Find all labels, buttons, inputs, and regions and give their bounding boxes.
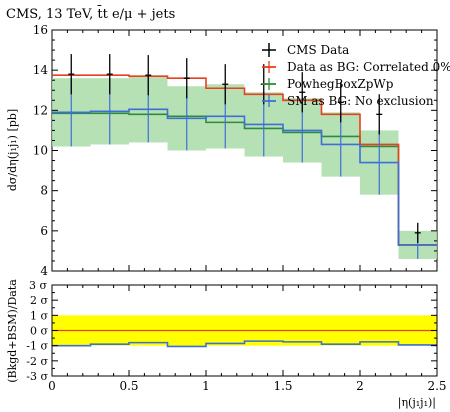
main-y-axis-label: dσ/dη(j₁j₁) [pb] xyxy=(6,109,19,191)
ratio-y-tick-label: 2 σ xyxy=(30,294,48,307)
x-axis-label: |η(j₁j₁)| xyxy=(398,396,436,410)
ratio-y-tick-label: 1 σ xyxy=(30,309,48,322)
legend-label: PowhegBoxZpWp xyxy=(287,77,394,91)
y-tick-label: 4 xyxy=(40,264,48,278)
chart-title: CMS, 13 TeV, t̄t e/μ + jets xyxy=(6,5,175,22)
ratio-y-tick-label: -2 σ xyxy=(26,355,48,368)
y-tick-label: 8 xyxy=(40,184,48,198)
legend-label: SM as BG: No exclusion xyxy=(287,94,434,108)
y-tick-label: 16 xyxy=(33,23,48,37)
legend-label: CMS Data xyxy=(287,43,349,57)
series-line-sm-as-bg-no-exclusion xyxy=(52,108,437,246)
x-tick-label: 2.5 xyxy=(427,379,446,393)
lower-series-group xyxy=(52,329,437,348)
lower-x-ticks: 0 0.5 1 1.5 2 2.5 xyxy=(48,285,447,393)
ratio-y-tick-label: -3 σ xyxy=(26,370,48,383)
y-tick-label: 6 xyxy=(40,224,48,238)
ratio-y-tick-label: -1 σ xyxy=(26,340,48,353)
main-plot-panel: 4 6 8 10 12 14 16 CMS Data Data as BG: Correlat… xyxy=(33,23,450,278)
legend: CMS Data Data as BG: Correlated 0% PowhegB… xyxy=(262,43,450,108)
x-tick-label: 2 xyxy=(356,379,364,393)
x-tick-label: 1.5 xyxy=(273,379,292,393)
upper-x-ticks xyxy=(51,30,438,271)
x-tick-label: 1 xyxy=(202,379,210,393)
y-tick-label: 10 xyxy=(33,144,48,158)
legend-label: Data as BG: Correlated 0% xyxy=(287,60,450,74)
y-tick-label: 14 xyxy=(33,63,49,77)
ratio-sm-step-line xyxy=(52,340,437,348)
ratio-plot-panel: 2 σ 1 σ 0 σ -1 σ -2 σ -3 σ 0 0.5 1 1.5 2 2.5 xyxy=(26,284,447,393)
x-tick-label: 0.5 xyxy=(119,379,138,393)
upper-series-group xyxy=(52,54,437,259)
lower-y-ticks: 2 σ 1 σ 0 σ -1 σ -2 σ -3 σ xyxy=(26,284,437,383)
ratio-top-label: 3 σ xyxy=(29,279,47,292)
ratio-y-tick-label: 0 σ xyxy=(30,325,48,338)
y-tick-label: 12 xyxy=(33,103,48,117)
upper-y-ticks: 4 6 8 10 12 14 16 xyxy=(33,23,437,278)
x-tick-label: 0 xyxy=(48,379,56,393)
ratio-y-axis-label: (Bkgd+BSM)/Data xyxy=(6,279,19,383)
